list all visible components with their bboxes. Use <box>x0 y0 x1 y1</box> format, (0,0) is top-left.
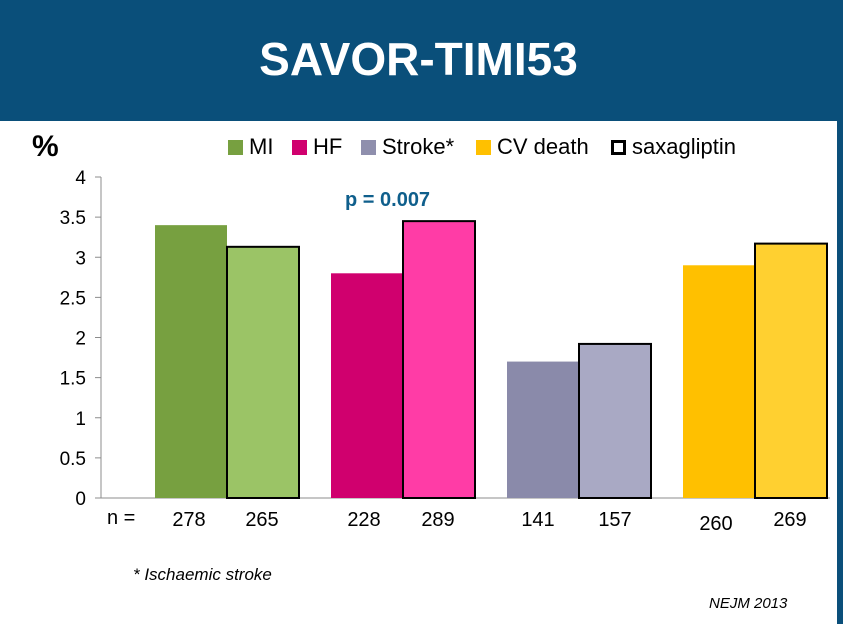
legend-swatch-hf <box>292 139 307 155</box>
legend-swatch-saxagliptin <box>611 139 626 155</box>
y-tick-label: 1 <box>75 409 86 430</box>
y-tick-label: 2 <box>75 329 86 350</box>
bar-mi-placebo <box>155 225 227 498</box>
legend-item-hf: HF <box>292 134 343 159</box>
legend-label-hf: HF <box>313 134 343 159</box>
n-value-hf-saxagliptin: 289 <box>421 509 455 531</box>
legend-swatch-mi <box>228 139 243 155</box>
y-tick-label: 3 <box>75 248 86 269</box>
n-label: n = <box>107 507 136 529</box>
title-bar: SAVOR-TIMI53 <box>0 0 843 121</box>
legend-item-stroke: Stroke* <box>361 134 455 159</box>
n-value-stroke-placebo: 141 <box>521 509 555 531</box>
y-tick-label: 3.5 <box>60 208 86 229</box>
bar-hf-placebo <box>331 273 403 498</box>
legend-item-cv-death: CV death <box>476 134 589 159</box>
y-tick-label: 0.5 <box>60 449 86 470</box>
legend-item-saxagliptin: saxagliptin <box>611 134 736 159</box>
n-value-hf-placebo: 228 <box>347 509 381 531</box>
bar-mi-saxagliptin <box>226 245 300 499</box>
n-value-mi-saxagliptin: 265 <box>245 509 279 531</box>
legend-swatch-stroke <box>361 139 376 155</box>
n-value-stroke-saxagliptin: 157 <box>598 509 632 531</box>
n-value-cvdeath-placebo: 260 <box>699 513 733 535</box>
legend-label-cv-death: CV death <box>497 134 589 159</box>
legend-label-mi: MI <box>249 134 274 159</box>
legend-label-saxagliptin: saxagliptin <box>632 134 736 159</box>
p-value-annotation: p = 0.007 <box>345 189 431 211</box>
bar-cv-death-saxagliptin <box>754 242 828 499</box>
y-tick-label: 4 <box>75 168 86 189</box>
slide-title: SAVOR-TIMI53 <box>259 33 578 85</box>
y-tick-label: 1.5 <box>60 369 86 390</box>
legend-label-stroke: Stroke* <box>382 134 455 159</box>
chart-axes: 0 0.5 1 1.5 2 2.5 3 3.5 4 <box>60 168 830 510</box>
bar-cv-death-placebo <box>683 265 755 498</box>
legend-item-mi: MI <box>228 134 274 159</box>
y-tick-label: 0 <box>75 489 86 510</box>
bar-stroke-saxagliptin <box>578 342 652 500</box>
n-value-mi-placebo: 278 <box>172 509 206 531</box>
source-citation: NEJM 2013 <box>709 595 788 612</box>
footnote: * Ischaemic stroke <box>133 565 272 584</box>
n-value-cvdeath-saxagliptin: 269 <box>773 509 807 531</box>
slide-frame <box>0 121 843 624</box>
legend-swatch-cv-death <box>476 139 491 155</box>
y-tick-label: 2.5 <box>60 288 86 309</box>
bar-stroke-placebo <box>507 361 579 498</box>
y-axis-unit-label: % <box>32 130 59 163</box>
bar-hf-saxagliptin <box>402 220 476 499</box>
chart-bars <box>155 220 828 500</box>
